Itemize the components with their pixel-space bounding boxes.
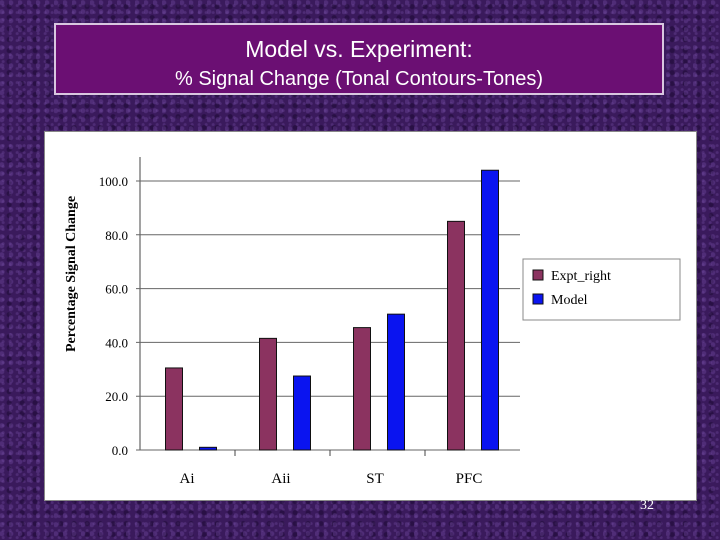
bar-chart: Percentage Signal Change 0.0 20.0 40.0 60.0 8… — [64, 157, 681, 487]
x-tick-label: ST — [366, 471, 384, 487]
legend-swatch — [532, 293, 544, 305]
legend-label: Model — [551, 293, 588, 308]
y-tick-label: 80.0 — [105, 228, 128, 243]
y-tick-label: 100.0 — [99, 174, 128, 189]
bar-model — [293, 375, 311, 451]
x-tick-label: Aii — [271, 471, 290, 487]
bar-model — [199, 446, 217, 451]
chart-subtitle: % Signal Change (Tonal Contours-Tones) — [175, 68, 543, 90]
bar-expt — [353, 327, 371, 451]
legend-swatch — [532, 269, 544, 281]
title-banner: Model vs. Experiment: % Signal Change (T… — [54, 23, 664, 95]
y-tick-label: 60.0 — [105, 282, 128, 297]
legend-box — [522, 258, 681, 321]
bar-model — [387, 313, 405, 451]
bar-expt — [447, 220, 465, 451]
y-axis-label: Percentage Signal Change — [64, 196, 79, 352]
slide-number: 32 — [640, 498, 654, 513]
chart-panel: Percentage Signal Change 0.0 20.0 40.0 60.0 8… — [44, 131, 697, 501]
bar-model — [481, 169, 499, 451]
chart-title: Model vs. Experiment: — [245, 36, 473, 62]
y-tick-label: 20.0 — [105, 389, 128, 404]
y-tick-label: 40.0 — [105, 335, 128, 350]
x-tick-label: PFC — [456, 471, 483, 487]
bar-expt — [165, 367, 183, 451]
y-tick-label: 0.0 — [112, 443, 128, 458]
x-tick-label: Ai — [180, 471, 195, 487]
legend-label: Expt_right — [551, 269, 611, 284]
bar-expt — [259, 337, 277, 451]
